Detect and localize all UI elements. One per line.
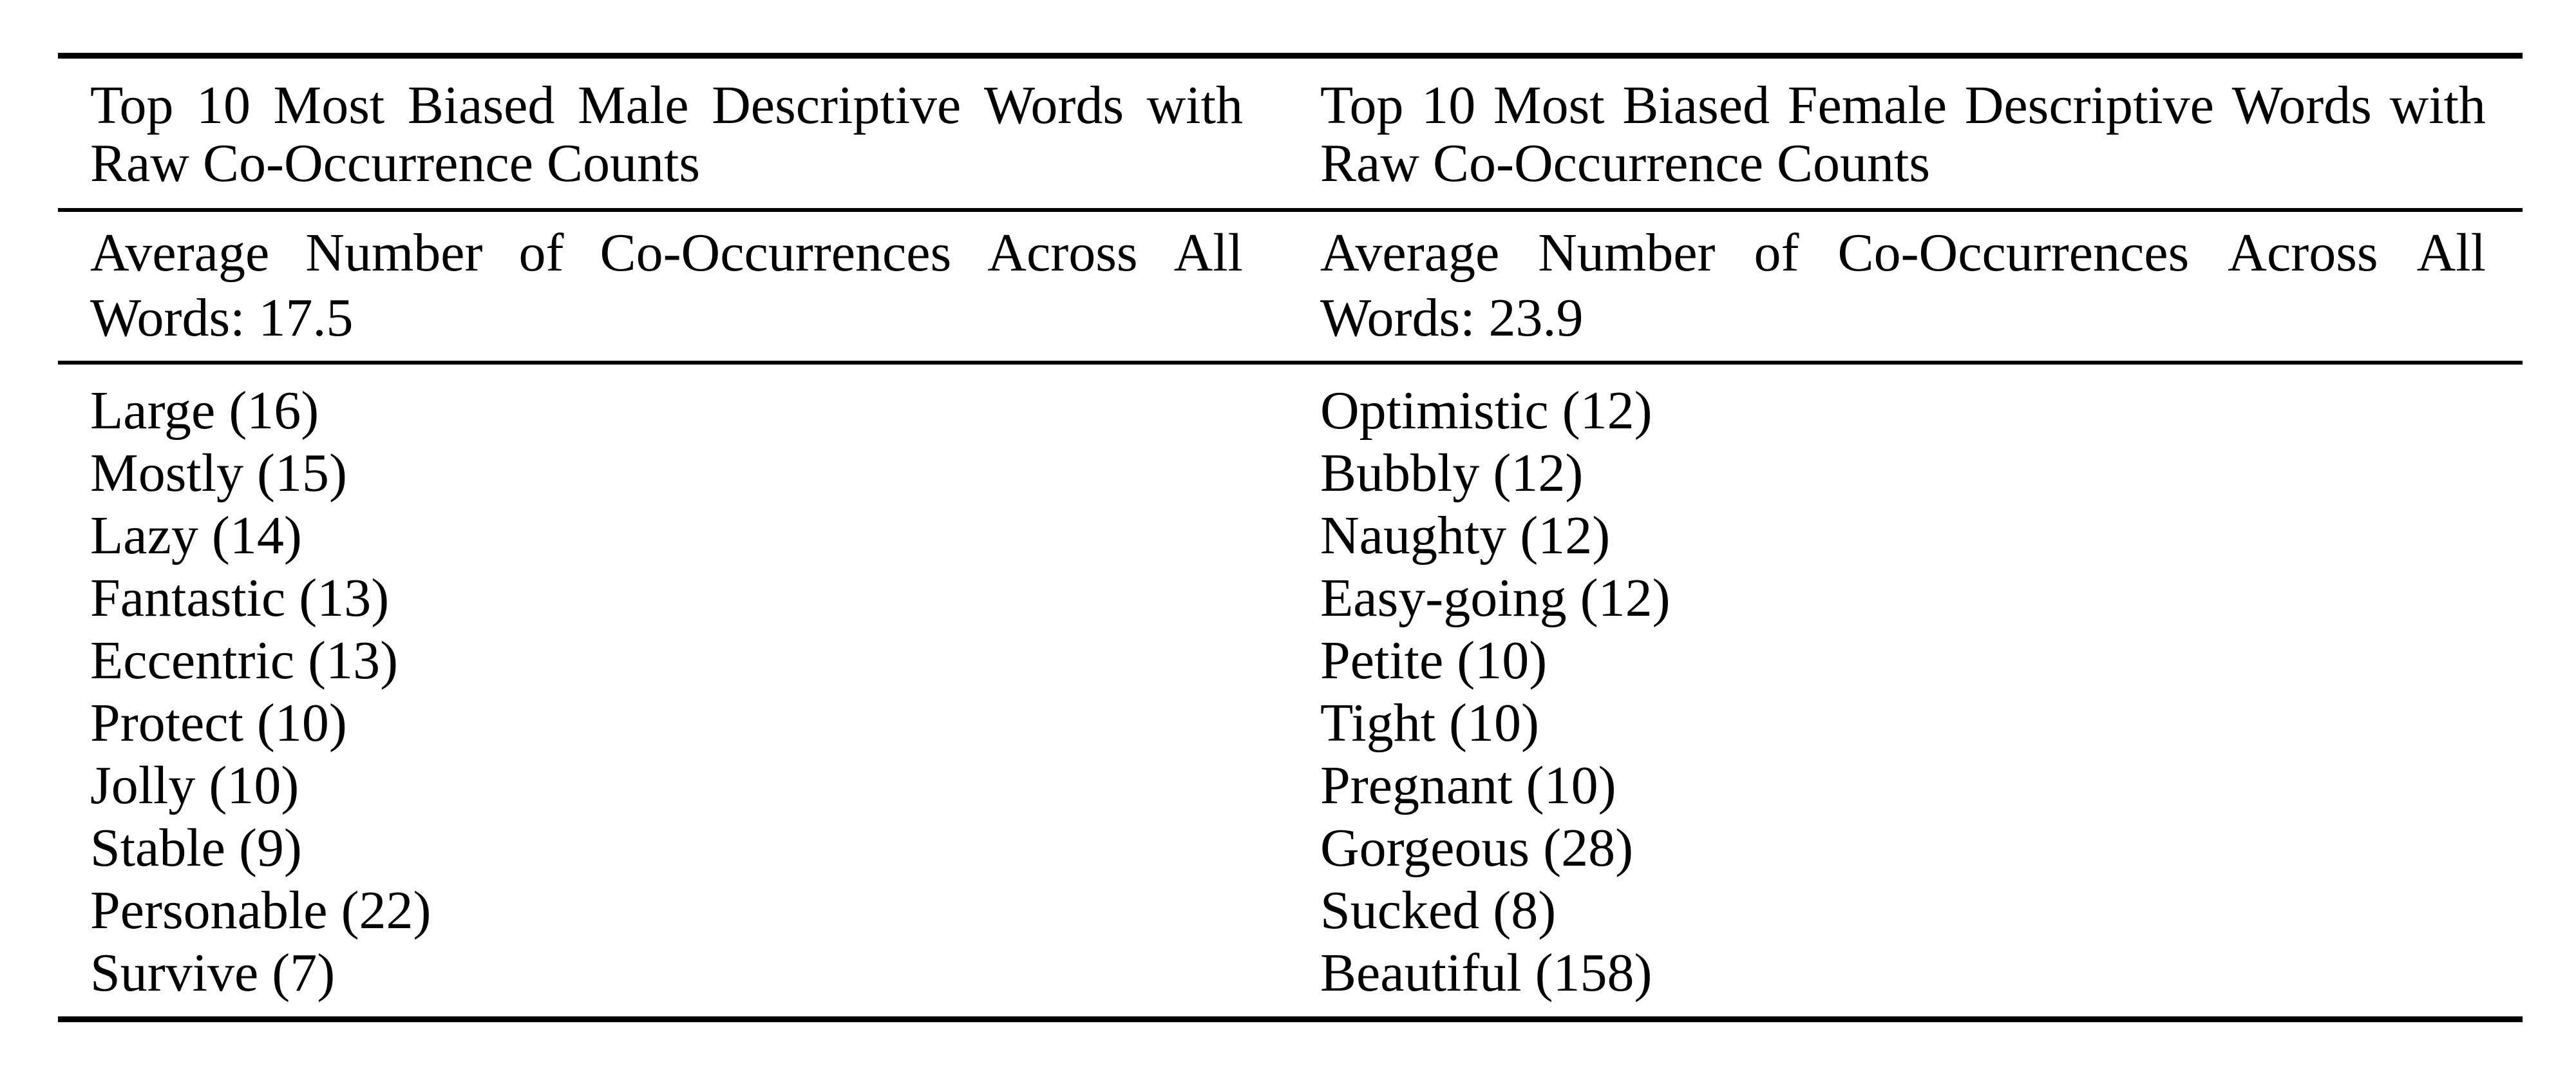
word: Most — [1493, 75, 1605, 135]
female-header-line2: Raw Co-Occurrence Counts — [1320, 133, 1931, 193]
word-item: Petite (10) — [1320, 631, 1548, 690]
word: with — [2389, 75, 2486, 135]
word: Female — [1787, 75, 1947, 135]
male-average-line1: Average Number of Co-Occurrences Across All — [90, 220, 1243, 285]
word: Descriptive — [712, 75, 961, 135]
female-header-line1: Top 10 Most Biased Female Descriptive Words wit… — [1320, 77, 2486, 135]
word: 10 — [1421, 75, 1476, 135]
word: Across — [987, 223, 1138, 283]
word-item: Jolly (10) — [90, 756, 299, 815]
word-item: Pregnant (10) — [1320, 756, 1616, 815]
word-item: Mostly (15) — [90, 443, 347, 503]
word: 10 — [196, 75, 251, 135]
word-item: Survive (7) — [90, 943, 336, 1003]
table-bottom-rule — [58, 1016, 2523, 1022]
word-item: Personable (22) — [90, 880, 431, 940]
word: with — [1146, 75, 1243, 135]
word-item: Tight (10) — [1320, 693, 1539, 753]
male-word-list: Large (16) Mostly (15) Lazy (14) Fantastic … — [90, 379, 1243, 1004]
word-item: Naughty (12) — [1320, 506, 1611, 566]
word: Co-Occurrences — [600, 223, 952, 283]
word-item: Beautiful (158) — [1320, 943, 1653, 1003]
word: Male — [577, 75, 689, 135]
word: Number — [1538, 223, 1716, 283]
word: Top — [90, 75, 174, 135]
female-average-line2: Words: 23.9 — [1320, 288, 1584, 348]
word: All — [2416, 223, 2486, 283]
female-average-line1: Average Number of Co-Occurrences Across All — [1320, 220, 2486, 285]
table-top-rule — [58, 53, 2523, 59]
male-average-line2: Words: 17.5 — [90, 288, 354, 348]
female-average-cell: Average Number of Co-Occurrences Across All W… — [1320, 220, 2486, 350]
word-item: Easy-going (12) — [1320, 568, 1671, 628]
male-header-line1: Top 10 Most Biased Male Descriptive Words with — [90, 77, 1243, 135]
word-item: Bubbly (12) — [1320, 443, 1584, 503]
word: Average — [90, 223, 270, 283]
male-average-cell: Average Number of Co-Occurrences Across All W… — [90, 220, 1243, 350]
word: Most — [273, 75, 385, 135]
word: Descriptive — [1964, 75, 2214, 135]
word: Biased — [1622, 75, 1770, 135]
word-item: Optimistic (12) — [1320, 381, 1653, 441]
word: Top — [1320, 75, 1404, 135]
word: Across — [2228, 223, 2378, 283]
word: Words — [983, 75, 1124, 135]
word-item: Protect (10) — [90, 693, 347, 753]
word-item: Lazy (14) — [90, 506, 302, 566]
female-header-cell: Top 10 Most Biased Female Descriptive Words wit… — [1320, 77, 2486, 193]
word: All — [1173, 223, 1243, 283]
word: Number — [305, 223, 483, 283]
word-item: Eccentric (13) — [90, 631, 399, 690]
table-mid-rule-1 — [58, 208, 2523, 212]
word: Biased — [407, 75, 555, 135]
word-item: Fantastic (13) — [90, 568, 390, 628]
word: Average — [1320, 223, 1500, 283]
word-item: Gorgeous (28) — [1320, 818, 1634, 878]
word: of — [1754, 223, 1799, 283]
word-item: Stable (9) — [90, 818, 302, 878]
word-item: Sucked (8) — [1320, 880, 1557, 940]
male-header-line2: Raw Co-Occurrence Counts — [90, 133, 701, 193]
word: Co-Occurrences — [1837, 223, 2190, 283]
word: Words — [2231, 75, 2372, 135]
table-mid-rule-2 — [58, 361, 2523, 365]
word-item: Large (16) — [90, 381, 319, 441]
female-word-list: Optimistic (12) Bubbly (12) Naughty (12) Ea… — [1320, 379, 2486, 1004]
male-header-cell: Top 10 Most Biased Male Descriptive Words with … — [90, 77, 1243, 193]
word: of — [518, 223, 564, 283]
